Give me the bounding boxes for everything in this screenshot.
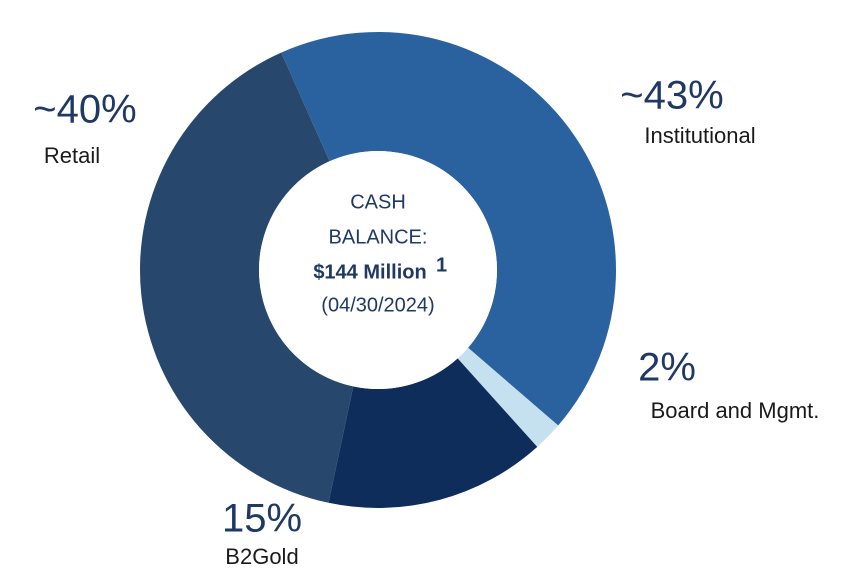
category-label: B2Gold xyxy=(225,544,298,569)
center-text: CASH xyxy=(350,191,406,213)
value-label: ~43% xyxy=(620,74,723,118)
category-label: Board and Mgmt. xyxy=(651,398,820,423)
footnote-mark: 1 xyxy=(436,254,447,276)
center-date: (04/30/2024) xyxy=(321,294,434,316)
center-amount: $144 Million xyxy=(313,261,426,283)
value-label: 15% xyxy=(222,497,302,541)
donut-segment xyxy=(328,358,538,508)
donut-segment xyxy=(281,31,616,426)
value-label: 2% xyxy=(638,346,696,390)
donut-segment xyxy=(139,52,354,503)
category-label: Retail xyxy=(44,143,100,168)
category-label: Institutional xyxy=(644,123,755,148)
donut-hole xyxy=(259,151,497,389)
donut xyxy=(139,31,616,508)
center-text: BALANCE: xyxy=(329,226,428,248)
donut-segment xyxy=(457,347,559,447)
value-label: ~40% xyxy=(33,88,136,132)
